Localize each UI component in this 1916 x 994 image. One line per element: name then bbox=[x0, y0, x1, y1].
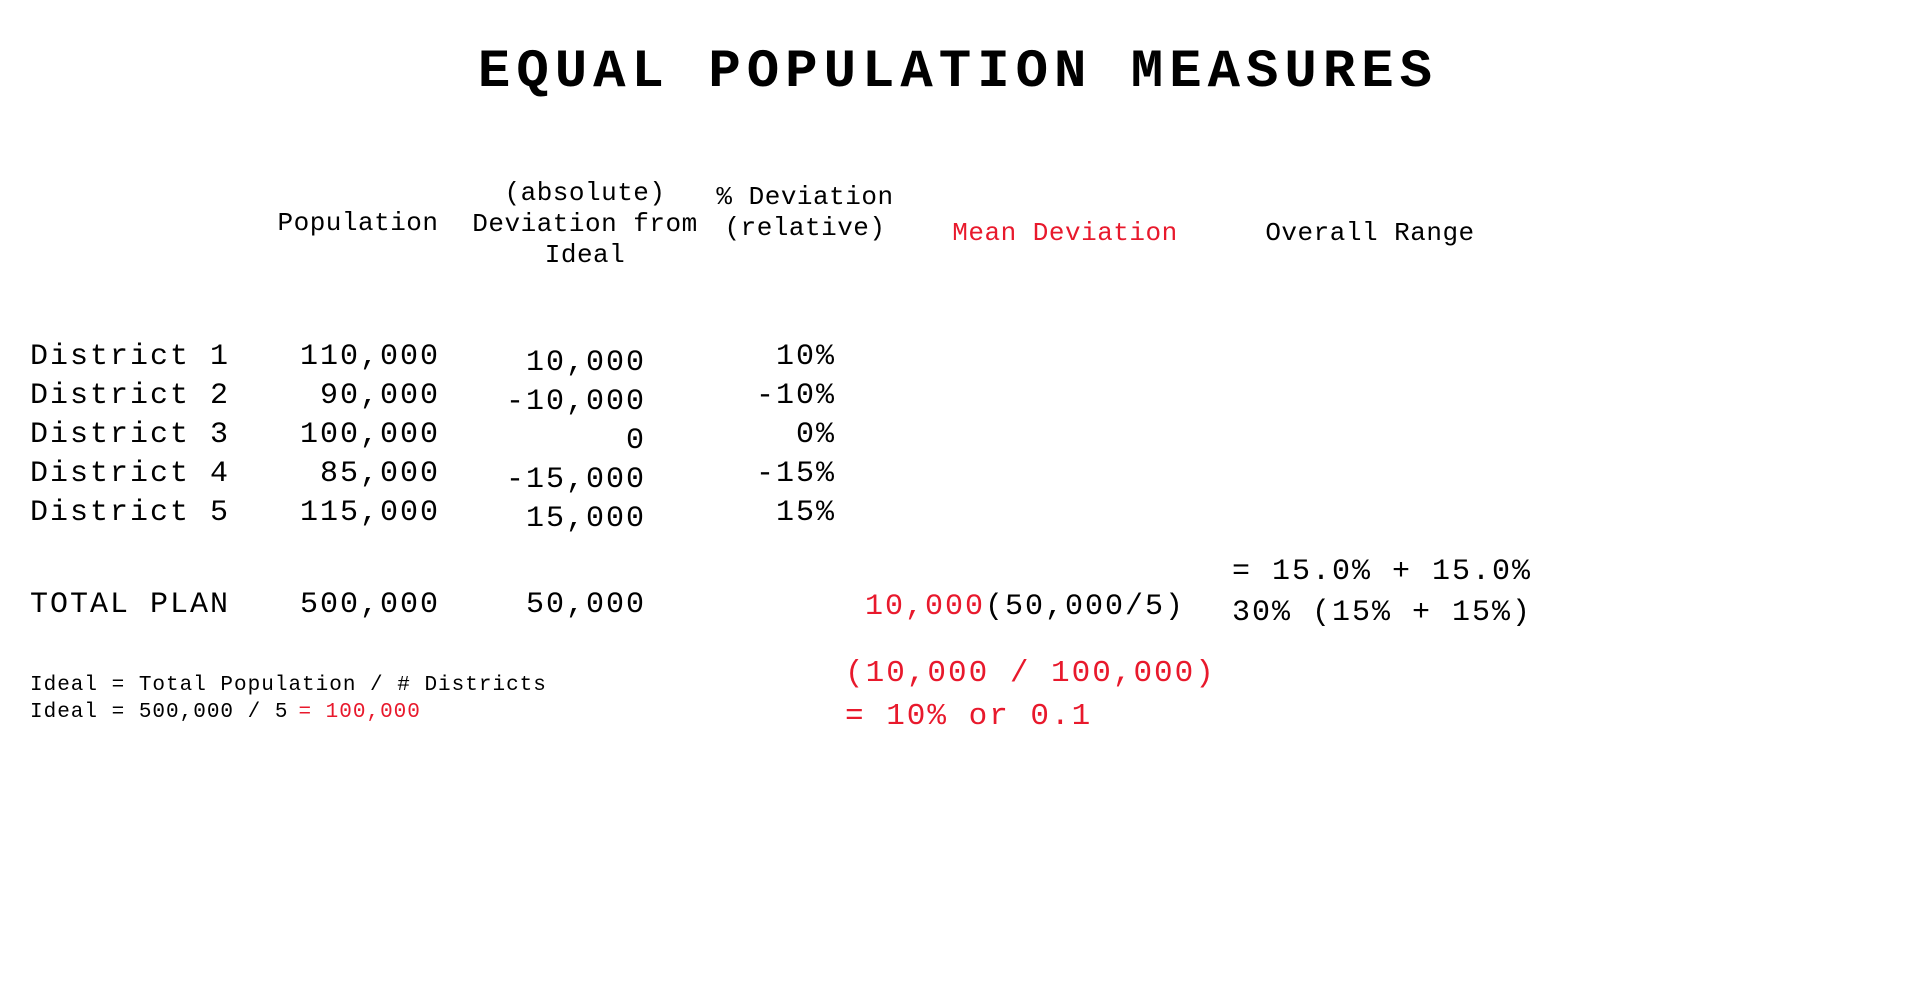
header-overall-range: Overall Range bbox=[1265, 218, 1475, 248]
ideal-calc-result: = 100,000 bbox=[298, 701, 421, 724]
header-percent-deviation-line2: (relative) bbox=[724, 213, 886, 243]
header-mean-deviation: Mean Deviation bbox=[952, 218, 1178, 248]
header-percent-deviation-line1: % Deviation bbox=[716, 182, 894, 212]
overall-range-line1: = 15.0% + 15.0% bbox=[1232, 555, 1533, 589]
percent-deviation-cell: -10% bbox=[755, 379, 836, 413]
deviation-cell: 0 bbox=[625, 424, 646, 458]
deviation-cell: 15,000 bbox=[525, 502, 646, 536]
mean-deviation-result: 10,000 bbox=[865, 590, 986, 624]
ideal-footnote: Ideal = Total Population / # Districts I… bbox=[30, 672, 547, 726]
district-label: District 4 bbox=[30, 457, 231, 491]
deviation-cell: 10,000 bbox=[525, 346, 646, 380]
overall-range-value: = 15.0% + 15.0% 30% (15% + 15%) bbox=[1232, 552, 1532, 634]
district-label: District 5 bbox=[30, 496, 231, 530]
ideal-formula: Ideal = Total Population / # Districts bbox=[30, 674, 547, 697]
population-cell: 90,000 bbox=[319, 379, 440, 413]
overall-range-line2: 30% (15% + 15%) bbox=[1232, 596, 1533, 630]
page-title: EQUAL POPULATION MEASURES bbox=[477, 42, 1439, 103]
ideal-calc-expression: Ideal = 500,000 / 5 bbox=[30, 701, 289, 724]
district-label: District 2 bbox=[30, 379, 231, 413]
header-population: Population bbox=[277, 208, 439, 238]
mean-deviation-calc-line2: = 10% or 0.1 bbox=[845, 699, 1093, 734]
total-deviation-cell: 50,000 bbox=[525, 588, 646, 622]
district-label: District 1 bbox=[30, 340, 231, 374]
district-label: District 3 bbox=[30, 418, 231, 452]
header-absolute-deviation-line3: Ideal bbox=[544, 240, 626, 270]
deviation-cell: -10,000 bbox=[505, 385, 646, 419]
percent-deviation-cell: -15% bbox=[755, 457, 836, 491]
ideal-calculation: Ideal = 500,000 / 5 = 100,000 bbox=[30, 699, 547, 726]
total-plan-label: TOTAL PLAN bbox=[30, 588, 231, 622]
population-cell: 100,000 bbox=[299, 418, 440, 452]
deviation-cell: -15,000 bbox=[505, 463, 646, 497]
header-absolute-deviation: (absolute) Deviation from Ideal bbox=[445, 178, 725, 271]
header-percent-deviation: % Deviation (relative) bbox=[700, 182, 910, 244]
mean-deviation-calc-line1: (10,000 / 100,000) bbox=[845, 656, 1216, 691]
population-cell: 85,000 bbox=[319, 457, 440, 491]
total-population-cell: 500,000 bbox=[299, 588, 440, 622]
percent-deviation-cell: 10% bbox=[775, 340, 836, 374]
percent-deviation-cell: 15% bbox=[775, 496, 836, 530]
population-cell: 115,000 bbox=[299, 496, 440, 530]
mean-deviation-value: 10,000(50,000/5) bbox=[865, 590, 1185, 624]
header-absolute-deviation-line1: (absolute) bbox=[504, 178, 666, 208]
mean-deviation-formula: (50,000/5) bbox=[985, 590, 1186, 624]
header-absolute-deviation-line2: Deviation from bbox=[472, 209, 698, 239]
percent-deviation-cell: 0% bbox=[795, 418, 836, 452]
population-cell: 110,000 bbox=[299, 340, 440, 374]
mean-deviation-calculation: (10,000 / 100,000) = 10% or 0.1 bbox=[845, 652, 1216, 738]
